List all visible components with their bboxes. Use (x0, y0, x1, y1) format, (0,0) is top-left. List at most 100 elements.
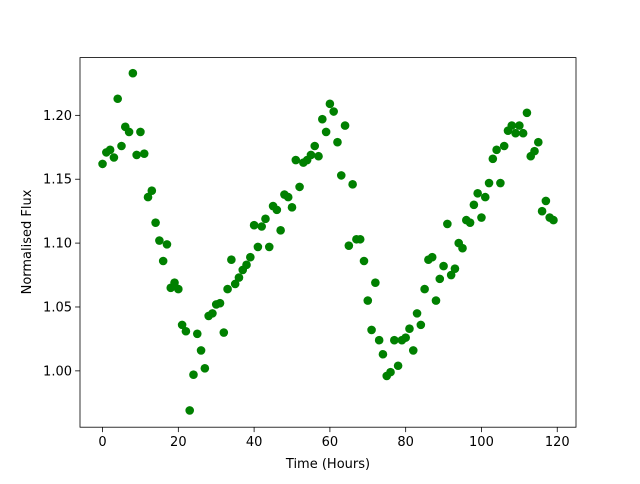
x-tick-label: 120 (545, 435, 570, 450)
point (287, 203, 297, 212)
point (234, 273, 244, 282)
point (344, 241, 354, 250)
point (325, 99, 335, 109)
point (393, 361, 403, 371)
point (272, 205, 282, 215)
point (408, 346, 418, 355)
point (132, 150, 141, 160)
point (522, 108, 532, 118)
point (420, 284, 429, 294)
point (223, 284, 232, 294)
point (98, 159, 107, 169)
point (136, 127, 145, 137)
y-tick-label: 1.10 (43, 237, 72, 252)
y-tick-label: 1.00 (43, 364, 72, 379)
point (367, 325, 376, 335)
point (230, 279, 240, 289)
point (310, 141, 320, 151)
point (511, 128, 520, 138)
point (537, 206, 547, 216)
point (261, 214, 270, 224)
point (189, 370, 198, 379)
point (174, 284, 183, 294)
point (401, 333, 410, 342)
x-tick-label: 80 (397, 435, 414, 450)
point (249, 220, 259, 230)
point (147, 186, 157, 196)
point (488, 154, 498, 164)
y-tick-label: 1.05 (43, 300, 72, 315)
point (427, 252, 437, 262)
point (405, 324, 414, 333)
point (242, 260, 251, 270)
point (530, 146, 539, 156)
point (541, 196, 551, 206)
point (219, 328, 229, 337)
point (378, 349, 388, 359)
point (450, 264, 460, 273)
point (496, 178, 505, 188)
point (333, 137, 342, 147)
x-tick-label: 60 (322, 435, 339, 450)
y-tick-label: 1.20 (43, 109, 72, 124)
point (170, 278, 179, 288)
point (371, 278, 380, 288)
point (155, 236, 164, 245)
point (143, 192, 153, 202)
x-axis-label: Time (Hours) (285, 457, 370, 472)
point (484, 178, 494, 188)
point (480, 192, 490, 202)
point (363, 296, 373, 305)
x-tick-label: 40 (246, 435, 263, 450)
point (458, 243, 467, 253)
point (348, 180, 357, 189)
point (200, 364, 210, 373)
point (446, 270, 456, 280)
point (177, 320, 187, 330)
x-tick-label: 20 (170, 435, 187, 450)
point (336, 171, 346, 180)
point (215, 298, 225, 308)
point (181, 326, 191, 336)
point (359, 256, 369, 266)
point (549, 215, 558, 225)
plot-frame (79, 57, 577, 428)
point (390, 335, 399, 345)
point (124, 127, 134, 137)
point (192, 329, 202, 339)
point (477, 213, 486, 222)
point (151, 218, 160, 227)
point (295, 182, 304, 192)
point (515, 121, 524, 130)
point (283, 192, 293, 202)
point (128, 68, 138, 78)
point (473, 188, 482, 198)
point (318, 114, 327, 124)
point (431, 296, 441, 305)
point (412, 309, 422, 318)
point (439, 261, 448, 271)
point (227, 255, 236, 265)
y-axis-label: Normalised Flux (20, 189, 35, 294)
point (306, 150, 316, 160)
point (117, 141, 126, 151)
point (291, 155, 301, 165)
point (321, 127, 331, 137)
point (492, 145, 501, 155)
point (139, 149, 149, 158)
point (208, 309, 217, 318)
point (109, 153, 119, 162)
point (533, 137, 543, 147)
point (105, 145, 115, 155)
point (469, 200, 479, 210)
y-tick-label: 1.15 (43, 173, 72, 188)
point (264, 242, 274, 252)
point (340, 121, 350, 130)
point (507, 121, 517, 130)
point (355, 234, 365, 244)
point (246, 252, 255, 262)
point (435, 274, 445, 284)
point (386, 367, 395, 377)
